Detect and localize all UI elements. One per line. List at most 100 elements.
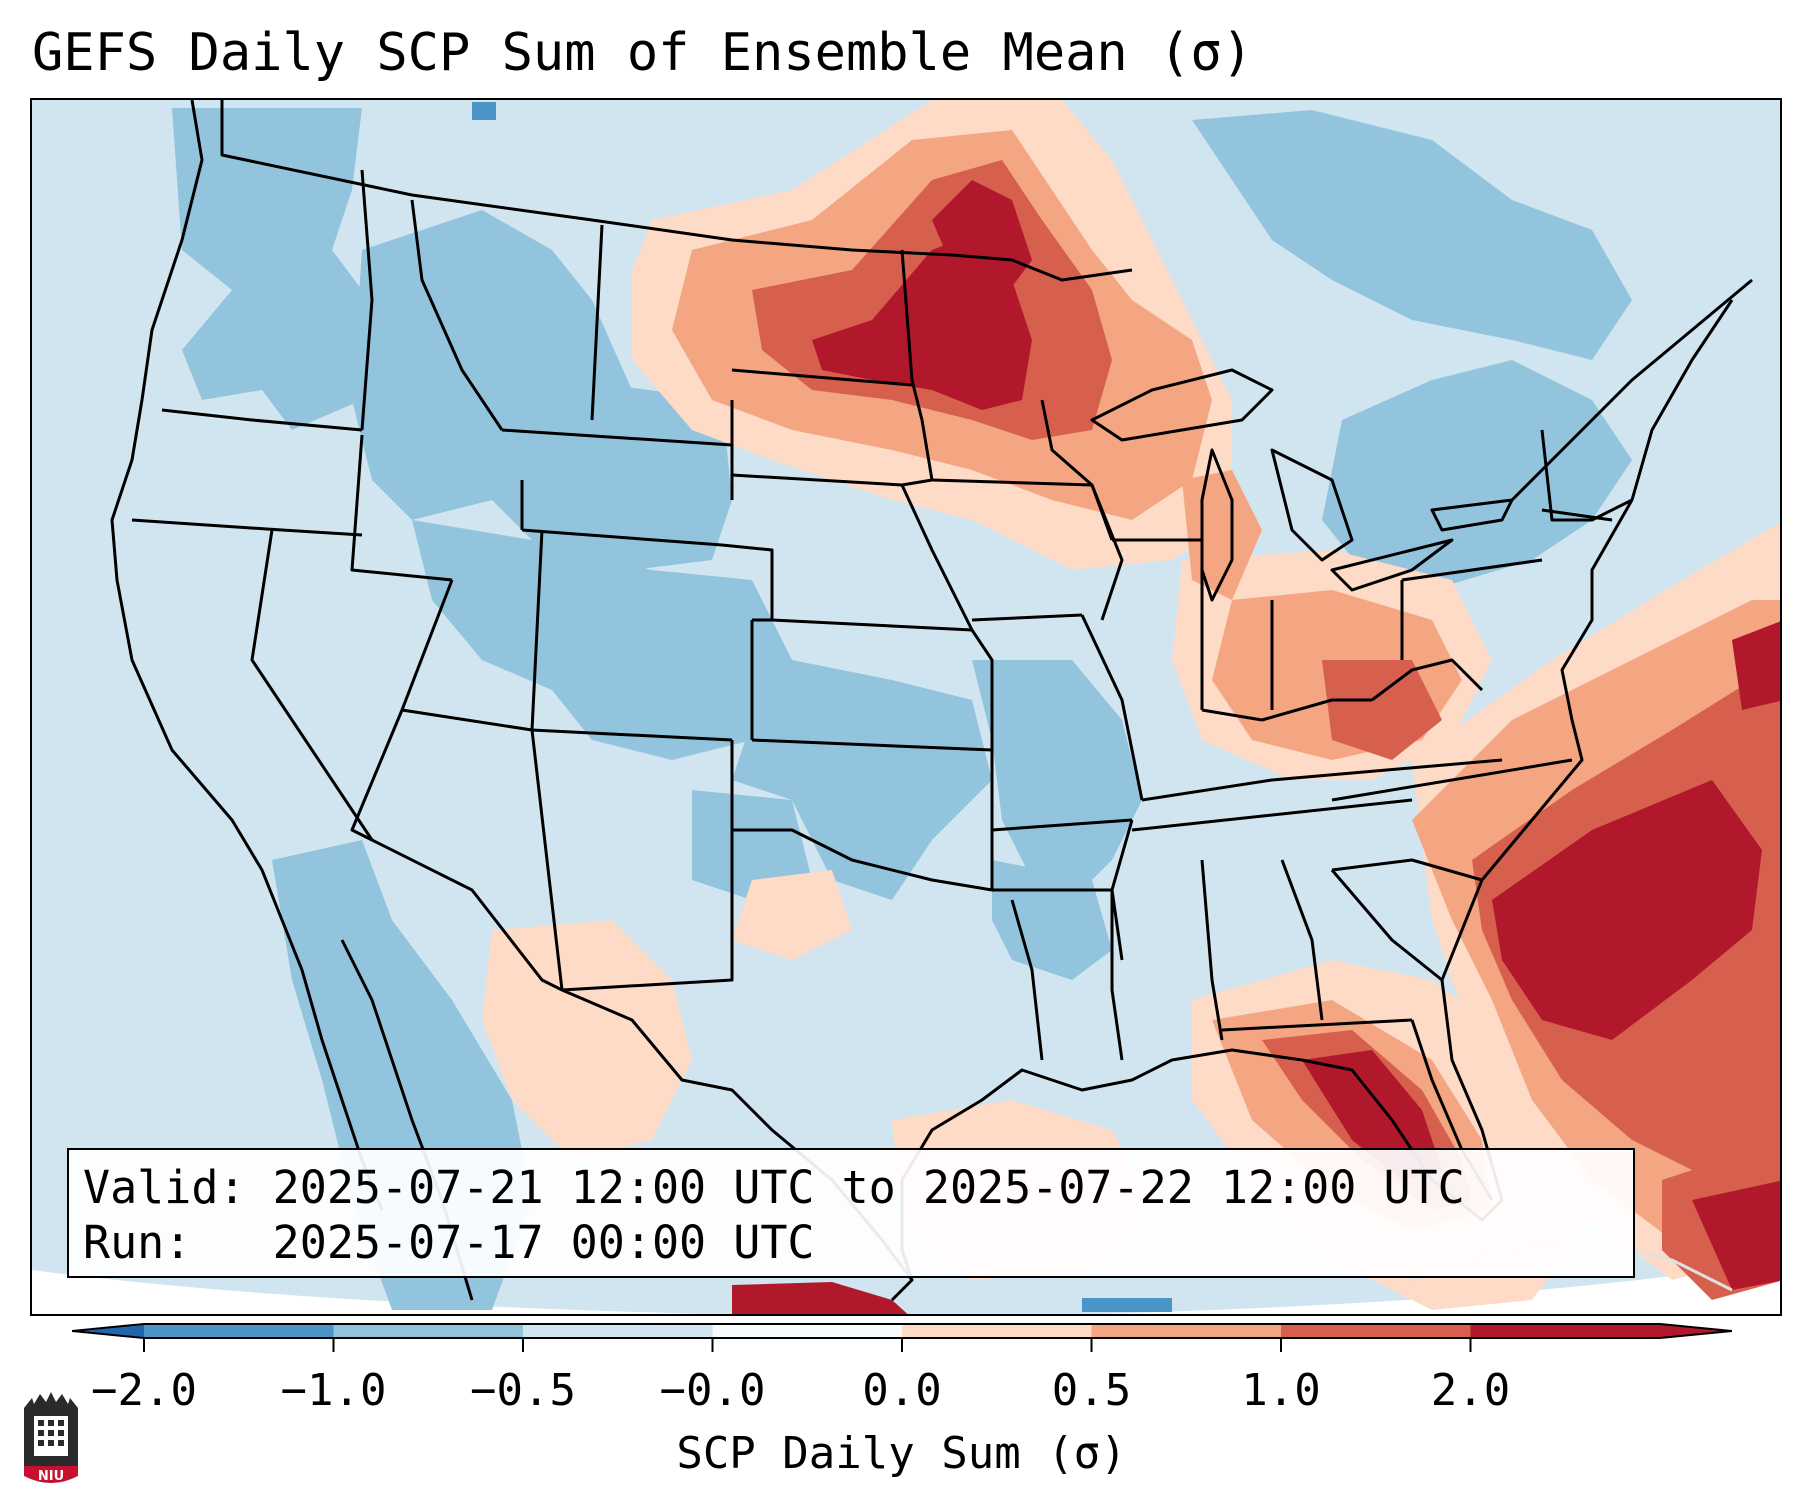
anomaly-region-mexico-south — [732, 1282, 908, 1314]
border-ut-az — [401, 708, 533, 732]
colorbar-segment — [1281, 1324, 1471, 1338]
border-pa-ny — [1401, 558, 1543, 582]
colorbar-tick-label: 0.5 — [1051, 1365, 1132, 1416]
border-ny-vt-nh — [1540, 429, 1633, 522]
border-ne-ia — [900, 484, 974, 631]
lake-ontario — [1430, 498, 1514, 532]
pacific-coastline — [110, 100, 384, 1211]
anomaly-region-northeast — [1322, 360, 1632, 590]
colorbar-tick-label: −0.0 — [659, 1365, 766, 1416]
anomaly-region-pacific-northwest — [172, 108, 392, 430]
colorbar-segment — [1470, 1324, 1661, 1338]
anomaly-region-kentucky — [1322, 660, 1442, 760]
colorbar-segment — [902, 1324, 1092, 1338]
colorbar-over-extend — [1660, 1324, 1732, 1338]
border-nc-sc — [1331, 858, 1483, 882]
border-ks-mo — [970, 629, 994, 750]
anomaly-region-southwest-mexico — [482, 920, 692, 1160]
anomaly-region-wyoming — [492, 370, 732, 570]
colorbar-segments — [72, 1323, 1732, 1339]
chart-title: GEFS Daily SCP Sum of Ensemble Mean (σ) — [32, 23, 1253, 83]
strong-negative-anomaly-areas — [472, 102, 1172, 1312]
run-row: Run: 2025-07-17 00:00 UTC — [83, 1215, 1619, 1270]
anomaly-cell-cool-1 — [472, 102, 496, 120]
border-sc-ga — [1330, 869, 1443, 982]
valid-label: Valid: — [83, 1161, 246, 1214]
anomaly-region-offshore-ne — [1732, 621, 1780, 710]
valid-time-box: Valid: 2025-07-21 12:00 UTC to 2025-07-2… — [67, 1148, 1635, 1278]
lake-erie — [1330, 538, 1454, 592]
scp-anomaly-map — [32, 100, 1780, 1314]
colorbar-segment — [1091, 1324, 1282, 1338]
anomaly-region-minnesota — [932, 180, 1032, 300]
colorbar-label: SCP Daily Sum (σ) — [676, 1428, 1127, 1479]
border-la-ms — [1110, 890, 1124, 1061]
border-ny-ma — [1541, 508, 1613, 522]
border-nv-ut — [400, 579, 454, 711]
valid-row: Valid: 2025-07-21 12:00 UTC to 2025-07-2… — [83, 1160, 1619, 1215]
anomaly-region-texas-panhandle — [692, 790, 812, 900]
anomaly-region-florida-core — [1302, 1050, 1442, 1180]
colorbar-tick-label: −1.0 — [280, 1365, 387, 1416]
colorbar-tick-label: 0.0 — [862, 1365, 942, 1416]
anomaly-cell-cool-2 — [1082, 1298, 1172, 1312]
projection-edge-right — [1097, 1260, 1780, 1314]
colorbar-segment — [712, 1324, 903, 1338]
anomaly-region-atlantic-core — [1492, 780, 1762, 1040]
niu-castle-logo-icon: NIU — [24, 1392, 78, 1484]
border-nd-sd — [731, 368, 913, 387]
anomaly-region-caribbean-core — [1692, 1180, 1780, 1290]
border-co-nm — [531, 728, 733, 742]
border-az-mexico — [371, 838, 563, 992]
border-wa-or — [161, 408, 363, 432]
border-wa-id — [360, 169, 374, 431]
run-label: Run: — [83, 1216, 192, 1269]
map-panel — [30, 98, 1782, 1316]
border-ok-tx — [732, 828, 993, 892]
colorbar-segment — [144, 1324, 334, 1338]
border-ia-il — [1090, 484, 1124, 621]
border-nm-az — [530, 729, 564, 991]
border-mt-nd — [590, 224, 604, 421]
border-nm-tx — [561, 740, 734, 992]
border-wy-co — [521, 528, 723, 547]
colorbar-tick-label: −0.5 — [470, 1365, 576, 1416]
anomaly-region-kansas-oklahoma — [732, 660, 992, 900]
anomaly-region-colorado-utah — [412, 520, 792, 760]
run-value: 2025-07-17 00:00 UTC — [272, 1216, 815, 1269]
projection-edge-left — [32, 1270, 707, 1314]
colorbar-under-extend — [72, 1324, 144, 1338]
border-ca-nv — [250, 529, 374, 841]
border-nv-az — [350, 709, 404, 842]
colorbar-tick-label: −2.0 — [91, 1365, 197, 1416]
border-co-ne-ks — [721, 543, 774, 622]
border-id-mt — [410, 199, 504, 431]
border-mn-ia — [931, 478, 1093, 487]
anomaly-region-quebec — [1192, 110, 1632, 360]
us-canada-border — [220, 100, 1133, 282]
border-nd-mn — [900, 249, 924, 421]
colorbar-segment — [333, 1324, 524, 1338]
border-id-nv — [350, 434, 453, 582]
border-tn-south — [1131, 798, 1413, 832]
border-ky-tn — [1141, 758, 1503, 802]
st-lawrence — [1510, 278, 1753, 502]
border-ky-oh-in — [1201, 698, 1372, 722]
border-mo-ar — [991, 818, 1133, 832]
colorbar-tick-label: 2.0 — [1430, 1365, 1511, 1416]
valid-value: 2025-07-21 12:00 UTC to 2025-07-22 12:00… — [272, 1161, 1465, 1214]
anomaly-region-missouri-arkansas — [972, 660, 1142, 900]
border-va-nc — [1331, 758, 1573, 802]
colorbar — [72, 1323, 1732, 1352]
border-ia-mo — [971, 613, 1083, 622]
lake-michigan — [1200, 448, 1234, 602]
border-mo-il-ky — [1080, 614, 1144, 801]
border-wv-va — [1371, 658, 1484, 702]
border-mt-wy — [501, 428, 733, 447]
logo-text: NIU — [38, 1469, 64, 1484]
border-ks-ne — [771, 618, 973, 632]
border-or-nv — [281, 528, 363, 537]
border-ga-fl — [1221, 1018, 1413, 1032]
lake-superior — [1090, 368, 1274, 442]
border-sd-ne — [731, 473, 903, 487]
